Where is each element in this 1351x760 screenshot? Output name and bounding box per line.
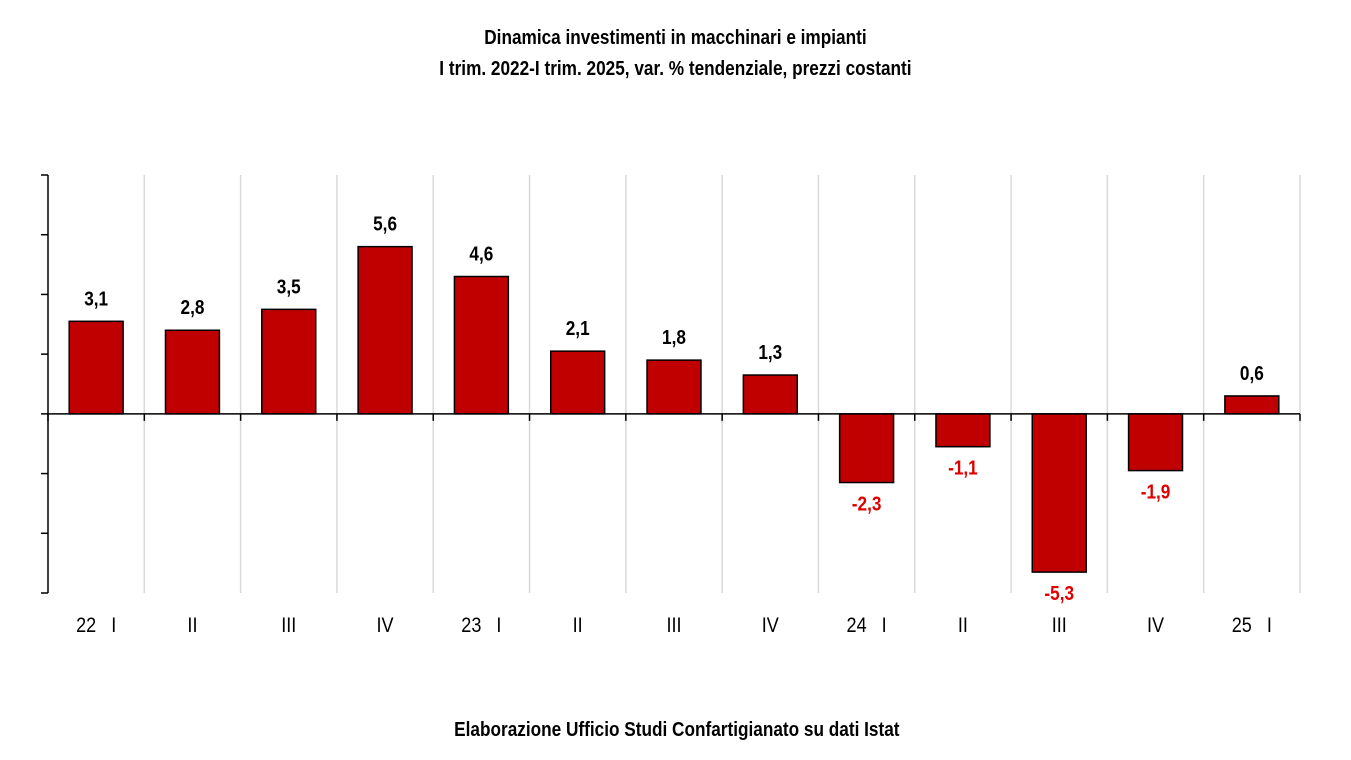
bar: [453, 275, 510, 415]
chart-subtitle: I trim. 2022-I trim. 2025, var. % tenden…: [439, 58, 912, 80]
x-tick-label: III: [281, 614, 296, 638]
x-tick-label: 25 I: [1232, 614, 1272, 638]
data-label: -1,9: [1141, 480, 1171, 503]
data-label: 0,6: [1240, 362, 1264, 385]
bar: [1031, 413, 1087, 573]
bar: [838, 413, 895, 484]
data-label: -2,3: [852, 492, 882, 515]
x-tick-label: III: [666, 614, 681, 638]
bar: [935, 413, 991, 448]
data-label: -5,3: [1044, 582, 1074, 605]
bar: [1224, 395, 1280, 415]
data-label: 2,8: [181, 296, 205, 319]
data-label: 3,1: [84, 287, 108, 310]
bar: [261, 308, 317, 415]
x-tick-label: II: [573, 614, 583, 638]
chart-title: Dinamica investimenti in macchinari e im…: [484, 27, 867, 49]
bar: [646, 359, 702, 415]
x-tick-label: IV: [1147, 614, 1164, 638]
x-tick-label: II: [187, 614, 197, 638]
bar: [164, 329, 221, 415]
x-tick-label: 22 I: [76, 614, 116, 638]
data-label: 5,6: [373, 212, 397, 235]
data-label: 4,6: [469, 242, 493, 265]
data-label: -1,1: [948, 456, 978, 479]
data-label: 1,3: [758, 341, 782, 364]
bar: [742, 374, 799, 415]
x-tick-label: IV: [762, 614, 779, 638]
x-tick-label: IV: [377, 614, 394, 638]
x-tick-label: 23 I: [461, 614, 501, 638]
bar: [1127, 413, 1184, 472]
x-tick-label: II: [958, 614, 968, 638]
bar: [68, 320, 124, 415]
x-tick-label: III: [1052, 614, 1067, 638]
source-note: Elaborazione Ufficio Studi Confartigiana…: [454, 719, 900, 741]
data-label: 2,1: [566, 317, 590, 340]
data-label: 1,8: [662, 326, 686, 349]
bar: [549, 350, 606, 415]
data-label: 3,5: [277, 275, 301, 298]
bar-chart: 3,1 2,8 3,5 5,6 4,6 2,1 1,8 1,3 -2,3 -1,1 -5,3 -1,9…: [41, 174, 1301, 638]
x-tick-label: 24 I: [847, 614, 887, 638]
bar: [357, 245, 413, 415]
